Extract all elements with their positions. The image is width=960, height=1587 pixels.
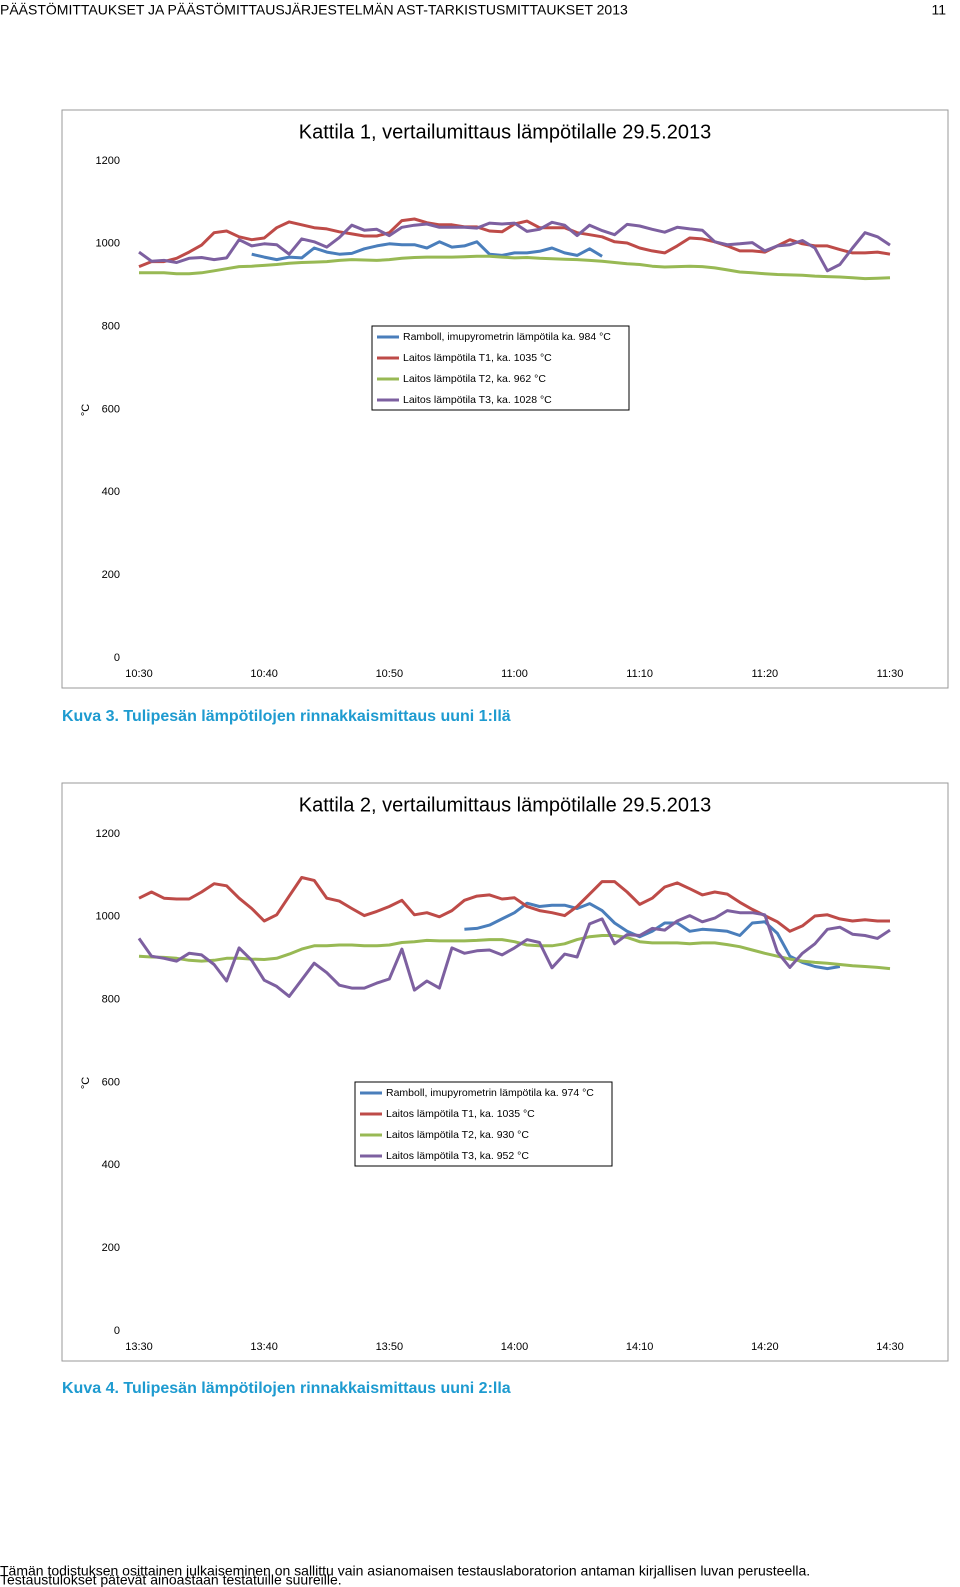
y-tick-label: 400 [102,1159,120,1171]
x-tick-label: 14:30 [876,1341,904,1353]
legend-label: Ramboll, imupyrometrin lämpötila ka. 984… [403,331,611,343]
y-tick-label: 1200 [96,828,120,840]
y-axis-label: °C [80,1077,92,1089]
legend-label: Laitos lämpötila T2, ka. 962 °C [403,373,546,385]
y-tick-label: 800 [102,321,120,333]
y-tick-label: 200 [102,1242,120,1254]
y-tick-label: 1200 [96,155,120,167]
series-line [139,254,891,281]
x-tick-label: 11:00 [501,668,528,680]
series-line [138,220,891,273]
legend-box [371,325,630,411]
y-tick-label: 200 [102,569,120,581]
footer: Tämän todistuksen osittainen julkaisemin… [0,1563,810,1579]
x-tick-label: 13:30 [125,1341,153,1353]
x-tick-label: 10:40 [250,668,278,680]
legend-label: Ramboll, imupyrometrin lämpötila ka. 974… [386,1087,594,1099]
x-tick-label: 14:00 [501,1341,529,1353]
legend-label: Laitos lämpötila T1, ka. 1035 °C [386,1108,535,1120]
y-tick-label: 1000 [96,911,120,923]
header-title: PÄÄSTÖMITTAUKSET JA PÄÄSTÖMITTAUSJÄRJEST… [0,1,628,18]
y-tick-label: 400 [102,486,120,498]
y-tick-label: 600 [102,403,120,415]
chart-frame [61,109,949,689]
series-line [137,909,891,998]
chart-title: Kattila 2, vertailumittaus lämpötilalle … [299,794,711,816]
x-tick-label: 10:30 [125,668,153,680]
y-tick-label: 0 [114,652,120,664]
series-line [251,240,603,262]
legend-box [354,1081,613,1167]
legend-label: Laitos lämpötila T2, ka. 930 °C [386,1129,529,1141]
x-tick-label: 11:10 [626,668,653,680]
y-tick-label: 0 [114,1325,120,1337]
page-number: 11 [931,2,946,18]
series-line [138,876,890,933]
legend-label: Laitos lämpötila T3, ka. 952 °C [386,1150,529,1162]
x-tick-label: 14:10 [626,1341,654,1353]
legend-label: Laitos lämpötila T1, ka. 1035 °C [403,352,552,364]
caption: Kuva 3. Tulipesän lämpötilojen rinnakkai… [62,708,511,725]
y-axis-label: °C [80,404,92,416]
y-tick-label: 1000 [96,238,120,250]
x-tick-label: 13:50 [376,1341,404,1353]
footer: Testaustulokset pätevät ainoastaan testa… [0,1572,342,1587]
chart-title: Kattila 1, vertailumittaus lämpötilalle … [299,121,711,143]
x-tick-label: 13:40 [250,1341,278,1353]
x-tick-label: 10:50 [376,668,404,680]
series-line [464,901,841,971]
series-line [138,934,891,971]
caption: Kuva 4. Tulipesän lämpötilojen rinnakkai… [62,1380,511,1397]
x-tick-label: 14:20 [751,1341,779,1353]
series-line [138,217,891,268]
y-tick-label: 800 [102,994,120,1006]
x-tick-label: 11:30 [877,668,904,680]
y-tick-label: 600 [102,1076,120,1088]
x-tick-label: 11:20 [751,668,778,680]
legend-label: Laitos lämpötila T3, ka. 1028 °C [403,394,552,406]
chart-frame [61,782,949,1362]
